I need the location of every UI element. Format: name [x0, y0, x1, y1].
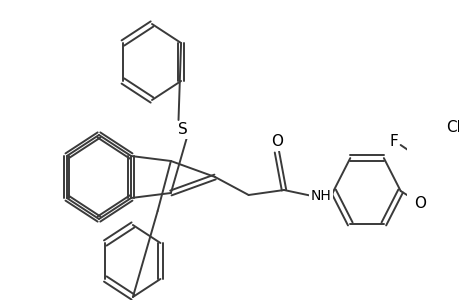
Text: O: O — [413, 196, 425, 211]
Text: F: F — [388, 134, 397, 148]
Text: S: S — [178, 122, 187, 137]
Text: F: F — [457, 140, 459, 154]
Text: O: O — [270, 134, 282, 149]
Text: Cl: Cl — [445, 119, 459, 134]
Text: NH: NH — [310, 189, 331, 203]
